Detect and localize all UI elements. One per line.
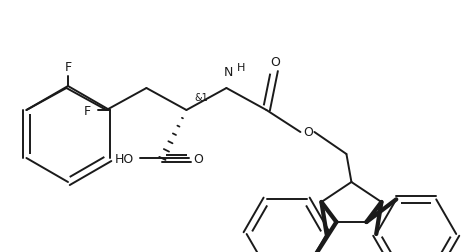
Text: &1: &1 xyxy=(195,93,208,103)
Text: O: O xyxy=(194,152,203,165)
Text: H: H xyxy=(237,63,245,73)
Text: F: F xyxy=(64,60,72,73)
Text: HO: HO xyxy=(115,152,134,165)
Text: O: O xyxy=(270,56,280,69)
Text: O: O xyxy=(304,126,313,139)
Text: N: N xyxy=(224,66,233,79)
Text: F: F xyxy=(84,104,91,117)
